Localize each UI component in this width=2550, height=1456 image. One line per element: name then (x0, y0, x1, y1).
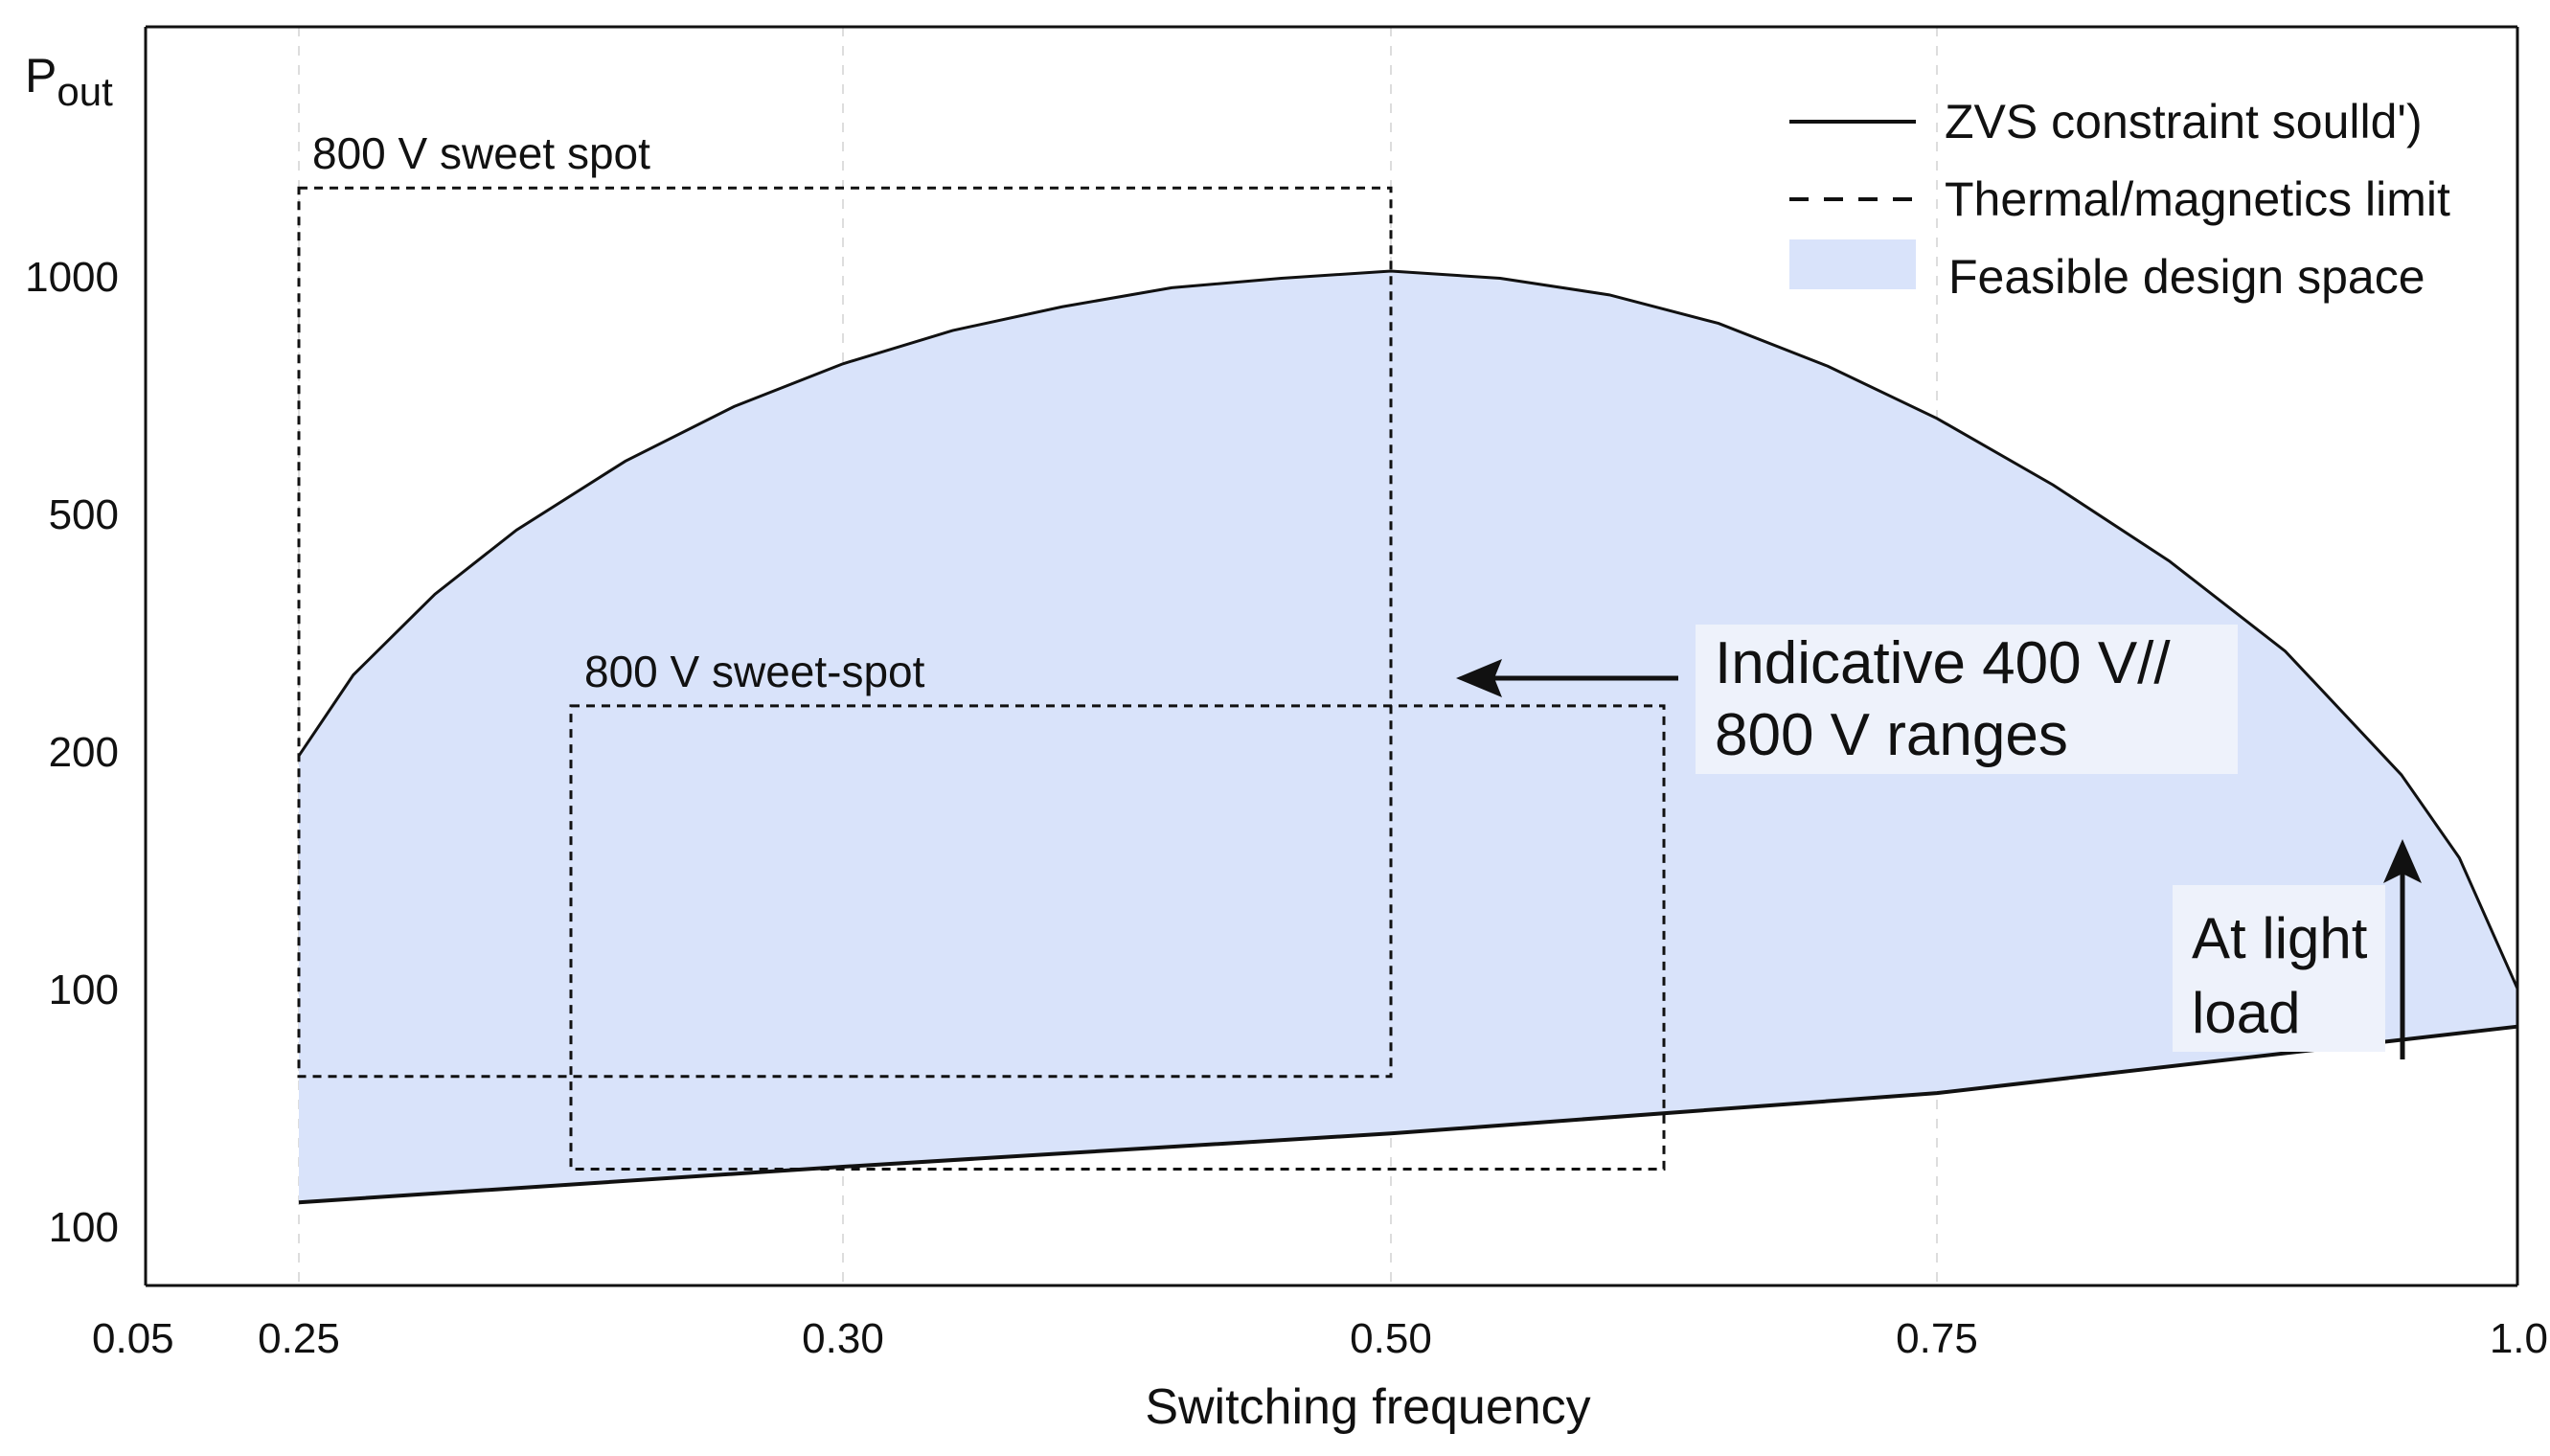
x-tick-label-0: 0.05 (92, 1315, 174, 1362)
legend-fill-swatch (1789, 239, 1916, 289)
annotation-light-load-arrow-head (2383, 839, 2422, 883)
region-label-1: 800 V sweet spot (312, 128, 650, 178)
legend-label-thermal: Thermal/magnetics limit (1945, 172, 2450, 226)
y-tick-label-2: 200 (49, 729, 119, 776)
region-box-1 (297, 186, 1393, 1079)
series-line-zvs-lower (298, 1024, 2518, 1205)
annotation-indicative-box (1696, 625, 2238, 774)
legend: ZVS constraint soulld') Thermal/magnetic… (1789, 95, 2450, 304)
annotation-light-load: At light load (2173, 839, 2422, 1059)
x-tick-label-1: 0.25 (258, 1315, 340, 1362)
annotation-light-load-line-2: load (2192, 981, 2300, 1045)
annotation-light-load-line-1: At light (2192, 906, 2368, 970)
annotation-light-load-box (2173, 885, 2385, 1052)
annotation-indicative-line-1: Indicative 400 V// (1715, 630, 2171, 696)
annotation-indicative-arrow-head (1456, 659, 1502, 697)
y-tick-label-3: 100 (49, 967, 119, 1013)
legend-label-feasible: Feasible design space (1948, 250, 2425, 304)
x-tick-label-3: 0.50 (1350, 1315, 1432, 1362)
axes (144, 25, 2519, 1287)
y-tick-label-0: 1000 (25, 254, 119, 301)
y-axis-label-main: P (25, 49, 57, 102)
region-label-2: 800 V sweet-spot (584, 647, 925, 696)
series-line-zvs-upper (297, 269, 2519, 990)
series-lines (297, 269, 2519, 1205)
y-axis-label: Pout (25, 49, 113, 114)
annotation-indicative-ranges: Indicative 400 V// 800 V ranges (1456, 625, 2238, 774)
tick-labels: 0.05 0.25 0.30 0.50 0.75 1.0 1000 500 200 100 100 (25, 254, 2548, 1362)
y-tick-label-1: 500 (49, 491, 119, 538)
x-tick-label-4: 0.75 (1896, 1315, 1978, 1362)
y-axis-label-sub: out (57, 69, 113, 114)
feasible-design-space-area (299, 271, 2517, 1203)
x-tick-label-5: 1.0 (2490, 1315, 2548, 1362)
annotation-indicative-line-2: 800 V ranges (1715, 702, 2068, 768)
y-tick-label-4: 100 (49, 1204, 119, 1251)
x-tick-label-2: 0.30 (802, 1315, 884, 1362)
region-box-2 (569, 704, 1666, 1171)
sweet-spot-regions: 800 V sweet spot 800 V sweet-spot (297, 128, 1666, 1171)
legend-label-zvs: ZVS constraint soulld') (1945, 95, 2423, 148)
x-axis-label: Switching frequency (1145, 1379, 1590, 1435)
